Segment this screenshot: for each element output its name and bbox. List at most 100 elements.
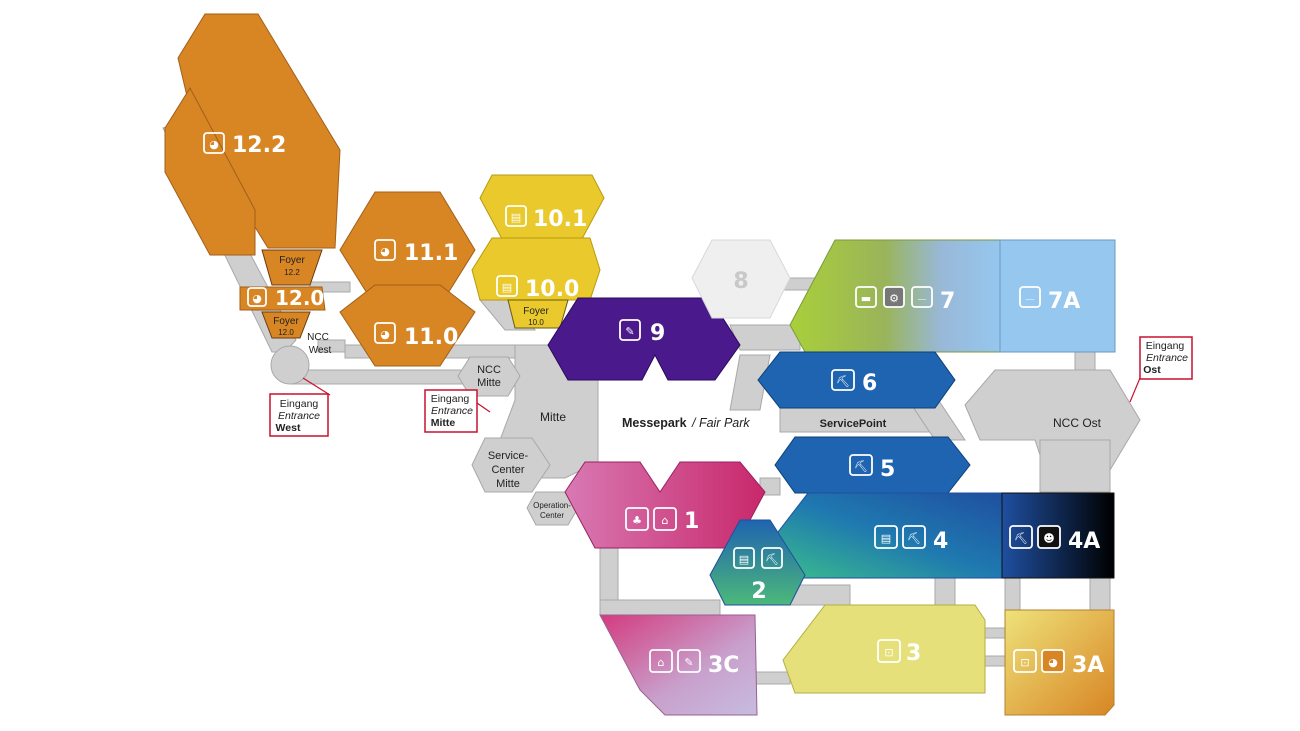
excavator-icon-glyph: ⛏ xyxy=(854,460,868,473)
entrance-west-line1: Eingang xyxy=(280,398,319,410)
hall-6-label: 6 xyxy=(862,371,877,396)
fair-park-text: / Fair Park xyxy=(691,416,750,430)
craft-icon-glyph: ✎ xyxy=(625,325,634,338)
book-icon xyxy=(505,205,527,227)
book-icon-glyph: ▤ xyxy=(502,281,512,294)
gear-icon xyxy=(883,286,905,308)
hall-7-label: 7 xyxy=(940,289,955,314)
mitte-label: Mitte xyxy=(540,410,566,424)
foyer-10-0: Foyer 10.0 xyxy=(507,299,569,329)
entrance-west-line2: Entrance xyxy=(278,410,320,422)
hall-5-label: 5 xyxy=(880,457,895,482)
hall-12-2-label: 12.2 xyxy=(232,133,286,158)
hall-10-0-label: 10.0 xyxy=(525,277,579,302)
boat-icon xyxy=(855,286,877,308)
excavator-icon xyxy=(761,547,783,569)
hall-6[interactable]: ⛏ 6 xyxy=(757,351,956,409)
hall-3C[interactable]: ⌂ ✎ 3C xyxy=(599,614,758,716)
boat-icon-glyph: ▬ xyxy=(861,292,871,305)
hall-11-1-label: 11.1 xyxy=(404,241,458,266)
hall-3A[interactable]: ⊡ ◕ 3A xyxy=(1004,609,1115,716)
skateboard-icon xyxy=(1019,286,1041,308)
figure-icon-glyph: ☻ xyxy=(1043,532,1054,545)
excavator-icon-glyph: ⛏ xyxy=(1014,532,1028,545)
excavator-icon xyxy=(849,454,873,476)
ncc-mitte-line2: Mitte xyxy=(477,377,501,389)
foyer-12-0-line1: Foyer xyxy=(273,316,299,327)
hall-10-1[interactable]: ▤ 10.1 xyxy=(479,174,605,251)
hall-3A-label: 3A xyxy=(1072,653,1104,678)
bag-icon-glyph: ⌂ xyxy=(658,656,665,669)
foyer-12-2-line1: Foyer xyxy=(279,255,305,266)
craft-icon-glyph: ✎ xyxy=(684,656,693,669)
helmet-icon xyxy=(247,287,267,307)
entrance-west-line3: West xyxy=(276,422,301,434)
foyer-10-0-line1: Foyer xyxy=(523,306,549,317)
operation-center-line1: Operation- xyxy=(533,501,571,510)
entrance-ost-line1: Eingang xyxy=(1146,340,1185,352)
teddy-icon-glyph: ♣ xyxy=(632,514,642,527)
helmet-icon xyxy=(374,239,396,261)
service-center-line2: Center xyxy=(491,464,524,476)
hall-2[interactable]: ▤ ⛏ 2 xyxy=(709,519,806,606)
bed-icon xyxy=(1013,649,1037,673)
craft-icon xyxy=(619,319,641,341)
helmet-icon-glyph: ◕ xyxy=(380,245,390,258)
hall-5[interactable]: ⛏ 5 xyxy=(774,436,971,494)
hall-1[interactable]: ♣ ⌂ 1 xyxy=(564,461,766,549)
hall-1-label: 1 xyxy=(684,509,699,534)
book-icon xyxy=(496,275,518,297)
foyer-10-0-line2: 10.0 xyxy=(528,318,544,327)
foyer-12-0: Foyer 12.0 xyxy=(261,311,311,339)
hall-10-1-label: 10.1 xyxy=(533,207,587,232)
messepark-label: Messepark / Fair Park xyxy=(622,416,750,430)
hall-11-0[interactable]: ◕ 11.0 xyxy=(339,284,476,367)
hall-9[interactable]: ✎ 9 xyxy=(547,297,741,381)
bag-icon-glyph: ⌂ xyxy=(662,514,669,527)
hall-3[interactable]: ⊡ 3 xyxy=(782,604,986,694)
bed-icon-glyph: ⊡ xyxy=(884,646,893,659)
operation-center-line2: Center xyxy=(540,511,564,520)
helmet-icon xyxy=(374,322,396,344)
excavator-icon-glyph: ⛏ xyxy=(765,553,779,566)
helmet-icon-glyph: ◕ xyxy=(252,292,262,305)
bed-icon xyxy=(877,639,901,663)
hall-3-label: 3 xyxy=(906,641,921,666)
ncc-west-line2: West xyxy=(309,345,332,356)
hall-2-label: 2 xyxy=(751,579,766,604)
hall-12-0[interactable]: ◕ 12.0 xyxy=(239,286,326,311)
ncc-mitte: NCC Mitte xyxy=(477,364,501,389)
hall-3C-label: 3C xyxy=(708,653,739,678)
excavator-icon-glyph: ⛏ xyxy=(836,375,850,388)
entrance-mitte-line3: Mitte xyxy=(431,417,456,429)
bag-icon xyxy=(649,649,673,673)
hall-4[interactable]: ▤ ⛏ 4 xyxy=(767,492,1003,579)
helmet-icon-glyph: ◕ xyxy=(1048,656,1058,669)
skateboard-icon xyxy=(911,286,933,308)
hall-8[interactable]: 8 xyxy=(691,239,791,319)
hall-4A-label: 4A xyxy=(1068,529,1100,554)
hall-10-0[interactable]: ▤ 10.0 xyxy=(471,237,601,302)
entrance-ost-line2: Entrance xyxy=(1146,352,1188,364)
hall-11-1[interactable]: ◕ 11.1 xyxy=(339,191,476,307)
ncc-west-line1: NCC xyxy=(307,332,329,343)
helmet-icon-glyph: ◕ xyxy=(209,138,219,151)
hall-9-label: 9 xyxy=(650,321,665,346)
entrance-ost[interactable]: Eingang Entrance Ost xyxy=(1129,336,1193,403)
entrance-west[interactable]: Eingang Entrance West xyxy=(269,393,329,437)
foyer-12-2: Foyer 12.2 xyxy=(261,249,323,286)
foyer-12-0-line2: 12.0 xyxy=(278,328,294,337)
entrance-mitte[interactable]: Eingang Entrance Mitte xyxy=(424,389,491,433)
book-icon xyxy=(874,525,898,549)
hall-12-2[interactable]: ◕ 12.2 xyxy=(164,13,341,256)
hall-7A[interactable]: ⏤ 7A xyxy=(999,239,1116,353)
hall-4A[interactable]: ⛏ ☻ 4A xyxy=(1001,492,1115,579)
book-icon xyxy=(733,547,755,569)
helmet-icon-glyph: ◕ xyxy=(380,328,390,341)
gear-icon-glyph: ⚙ xyxy=(889,292,899,305)
book-icon-glyph: ▤ xyxy=(739,553,749,566)
hall-7[interactable]: ▬ ⚙ ⏤ 7 xyxy=(789,239,1001,353)
bed-icon-glyph: ⊡ xyxy=(1020,656,1029,669)
entrance-mitte-line2: Entrance xyxy=(431,405,473,417)
